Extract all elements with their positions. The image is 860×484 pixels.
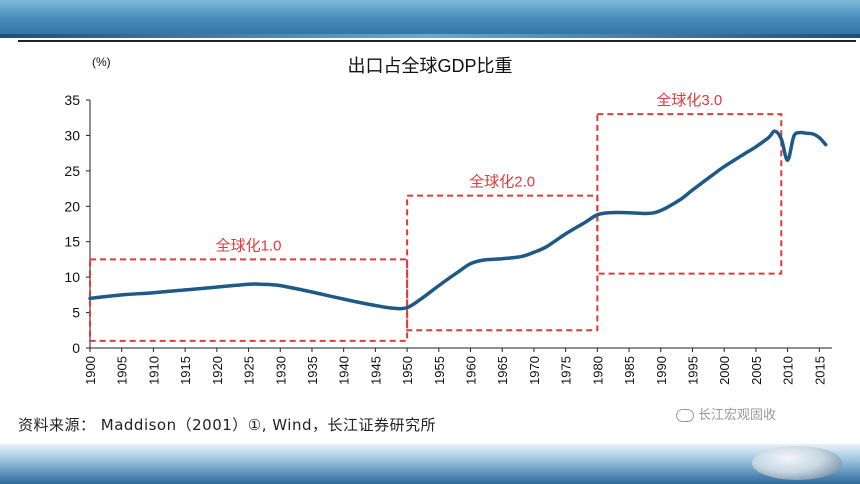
- x-tick-label: 2010: [781, 356, 796, 385]
- x-tick-label: 2005: [749, 356, 764, 385]
- axes: 0 5 10 15 20 25 30 35 1900 1905 1910 1915 1920 1925 19…: [64, 92, 832, 385]
- watermark: 长江宏观固收: [676, 404, 776, 423]
- y-tick-label: 5: [72, 305, 80, 321]
- globalization-label: 全球化3.0: [656, 91, 722, 109]
- y-axis-unit-label: (%): [92, 55, 111, 69]
- y-tick-label: 10: [64, 269, 80, 285]
- x-tick-label: 1970: [527, 356, 542, 385]
- x-tick-label: 1980: [590, 356, 605, 385]
- x-tick-label: 1995: [685, 356, 700, 385]
- top-divider: [18, 40, 856, 42]
- x-tick-label: 1975: [559, 356, 574, 385]
- globalization-label: 全球化2.0: [469, 173, 535, 191]
- x-tick-label: 2000: [717, 356, 732, 385]
- x-tick-label: 1960: [464, 356, 479, 385]
- x-tick-label: 1900: [83, 356, 98, 385]
- x-tick-label: 1935: [305, 356, 320, 385]
- x-tick-label: 1955: [432, 356, 447, 385]
- x-tick-label: 1945: [368, 356, 383, 385]
- x-tick-label: 1930: [273, 356, 288, 385]
- top-banner: [0, 0, 860, 38]
- y-tick-label: 20: [64, 198, 80, 214]
- y-tick-label: 25: [64, 163, 80, 179]
- x-tick-label: 1965: [495, 356, 510, 385]
- y-tick-label: 35: [64, 92, 80, 108]
- x-tick-label: 1910: [146, 356, 161, 385]
- chart-area: 出口占全球GDP比重 (%) 0 5 10 15 20 25 30 35 1900 1905 191…: [64, 55, 832, 385]
- globalization-label: 全球化1.0: [216, 236, 282, 254]
- source-note: 资料来源： Maddison（2001）①, Wind，长江证券研究所: [18, 416, 436, 434]
- globalization-box: [596, 113, 783, 275]
- globalization-box: [89, 258, 409, 342]
- y-tick-label: 0: [72, 340, 80, 356]
- y-tick-label: 30: [64, 127, 80, 143]
- x-tick-label: 1925: [242, 356, 257, 385]
- watermark-text: 长江宏观固收: [698, 408, 777, 423]
- globalization-boxes: 全球化1.0 全球化2.0 全球化3.0: [89, 91, 783, 342]
- bottom-banner: [0, 444, 860, 484]
- wechat-icon: [676, 409, 694, 422]
- x-tick-label: 1985: [622, 356, 637, 385]
- series-layer: [88, 129, 828, 311]
- y-tick-label: 15: [64, 234, 80, 250]
- x-tick-label: 1920: [210, 356, 225, 385]
- x-tick-label: 2015: [812, 356, 827, 385]
- x-tick-label: 1950: [400, 356, 415, 385]
- globalization-box: [406, 194, 599, 332]
- x-tick-label: 1915: [178, 356, 193, 385]
- globe-icon: [752, 446, 842, 480]
- x-tick-label: 1940: [337, 356, 352, 385]
- x-tick-label: 1990: [654, 356, 669, 385]
- chart-title: 出口占全球GDP比重: [347, 56, 512, 76]
- series-line: [88, 129, 828, 311]
- x-tick-label: 1905: [115, 356, 130, 385]
